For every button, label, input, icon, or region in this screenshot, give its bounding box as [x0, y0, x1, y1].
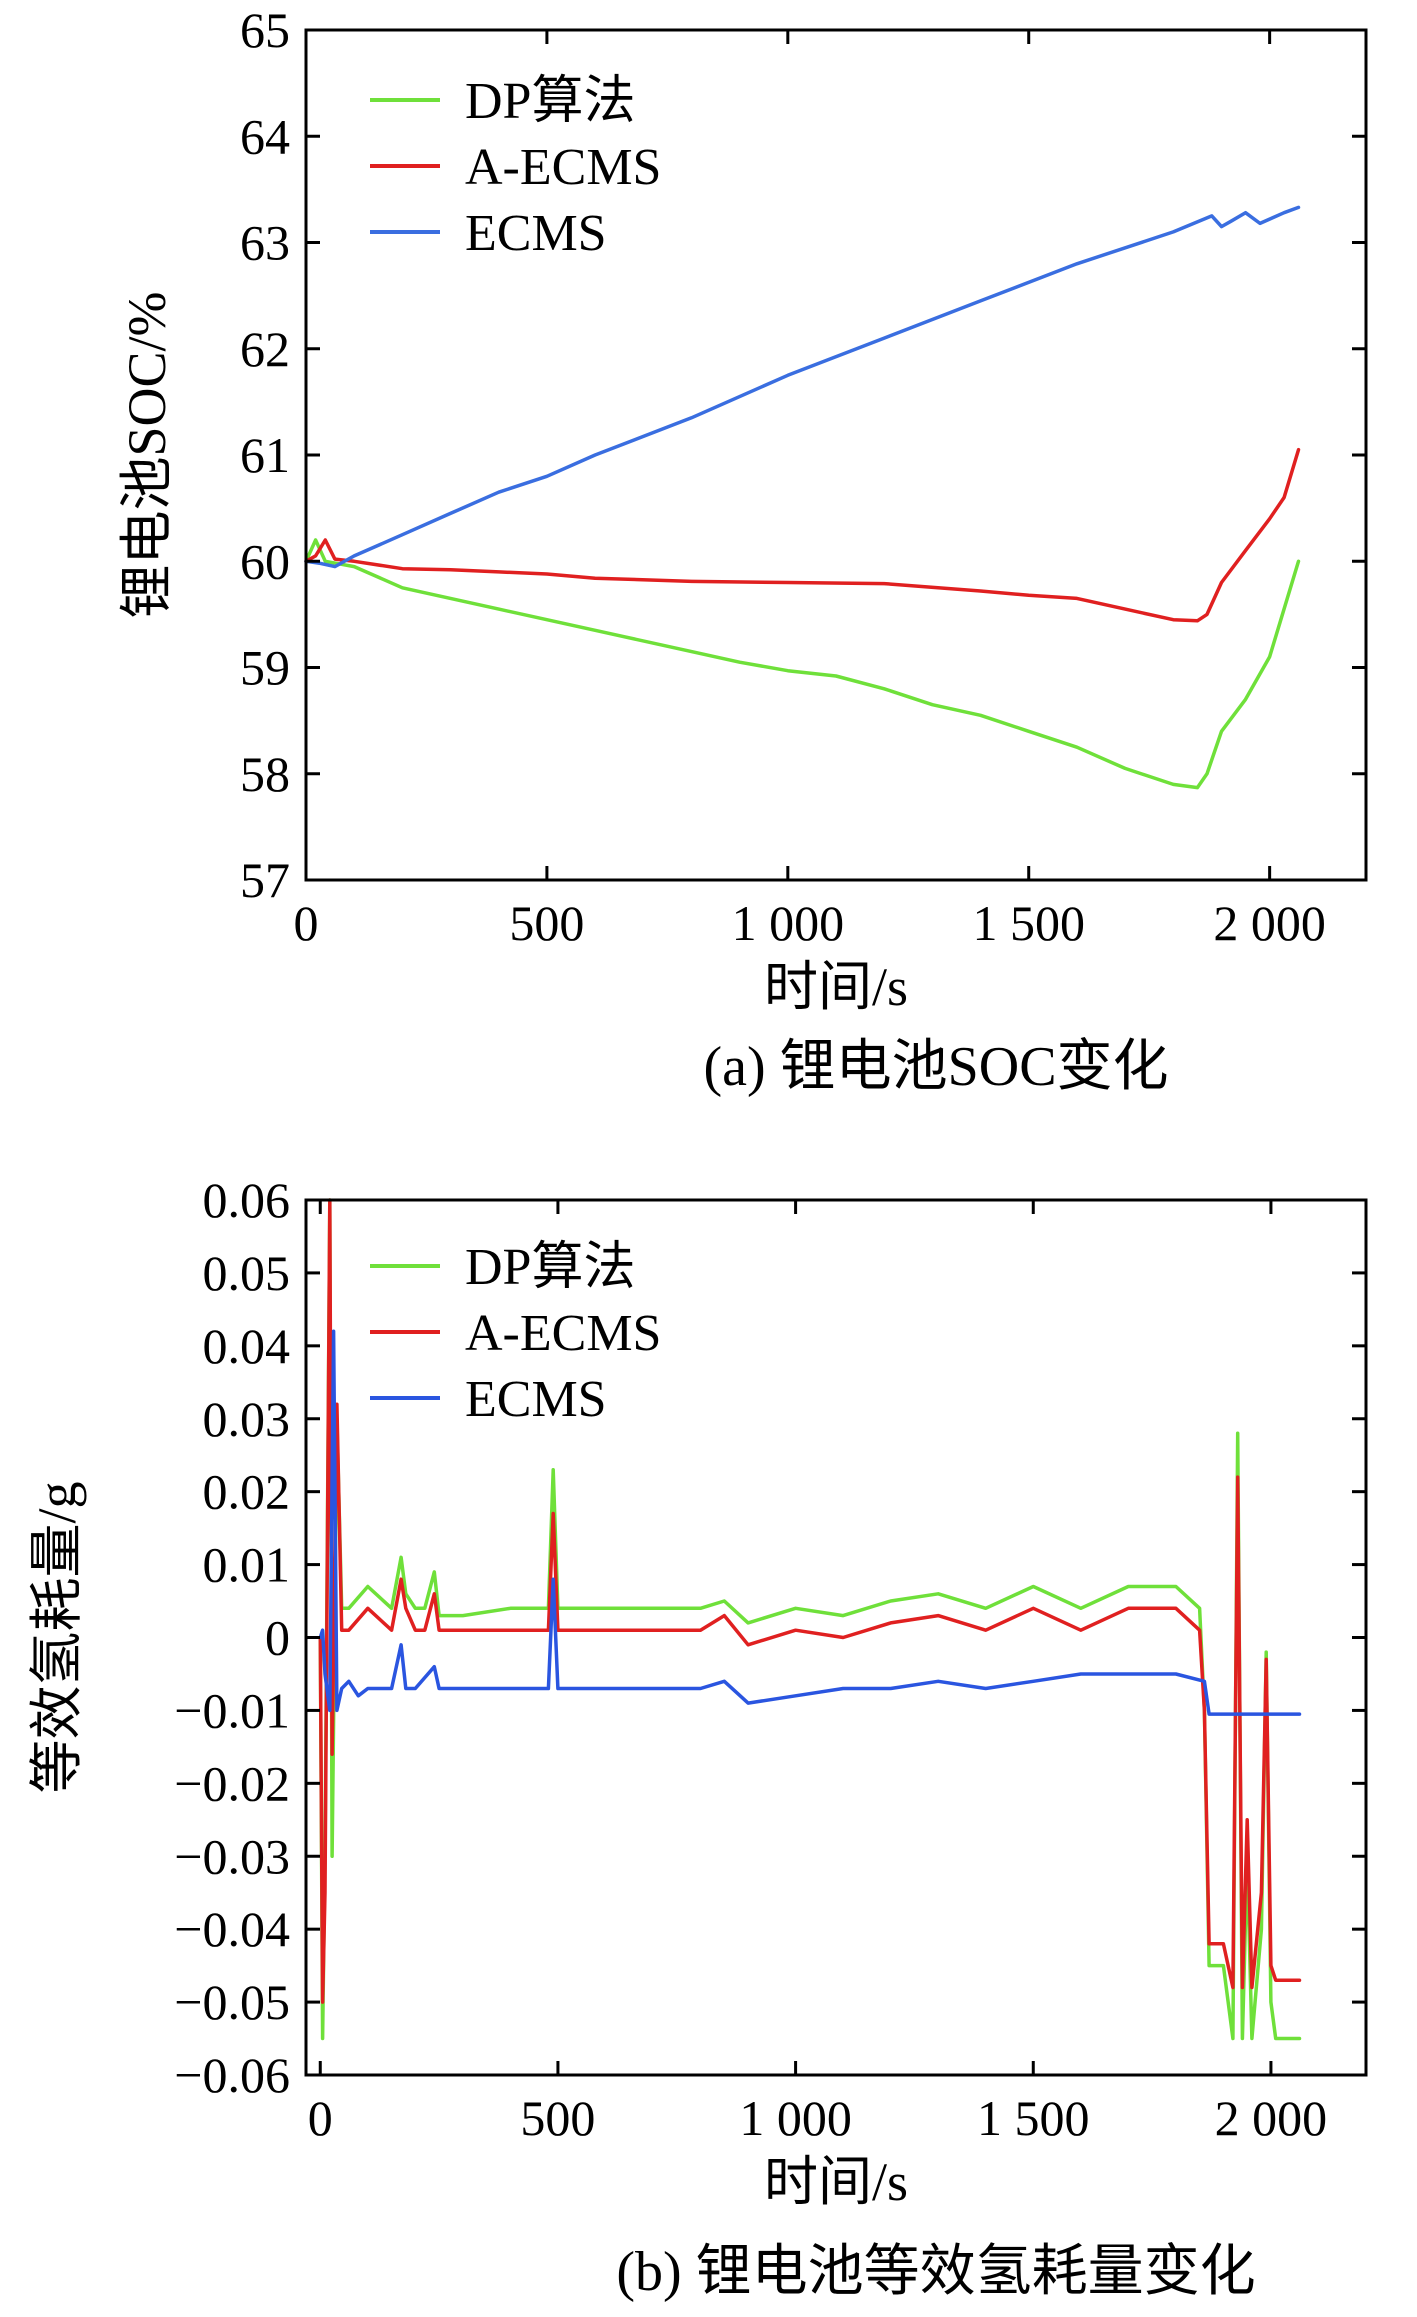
y-tick-label: −0.01: [174, 1682, 290, 1738]
x-tick-label: 2 000: [1213, 895, 1326, 951]
y-tick-label: 57: [240, 852, 290, 908]
chart-hydrogen-consumption: 0 500 1 000 1 500 2 000 −0.06 −0.05 −0.04 −0.03 −…: [27, 1172, 1368, 2303]
x-axis-label: 时间/s: [764, 957, 908, 1017]
y-axis-label: 锂电池SOC/%: [117, 291, 177, 618]
y-axis-label: 等效氢耗量/g: [27, 1481, 87, 1793]
x-tick-label: 500: [520, 2090, 595, 2146]
legend-label: ECMS: [465, 205, 607, 262]
series-line-1: [318, 1198, 1302, 2004]
x-tick-label: 500: [509, 895, 584, 951]
series-line-2: [318, 1329, 1302, 1716]
y-tick-label: 0.06: [203, 1172, 291, 1228]
y-tick-label: 61: [240, 427, 290, 483]
legend: DP算法 A-ECMS ECMS: [370, 1239, 661, 1428]
y-tick-label: 65: [240, 2, 290, 58]
y-tick-label: 0.03: [203, 1391, 291, 1447]
series-line-2: [304, 205, 1301, 569]
legend-label: DP算法: [465, 73, 635, 130]
legend-label: A-ECMS: [465, 1305, 661, 1362]
x-axis-label: 时间/s: [764, 2152, 908, 2212]
x-tick-label: 0: [308, 2090, 333, 2146]
y-tick-label: 0.01: [203, 1537, 291, 1593]
x-tick-label: 1 000: [732, 895, 845, 951]
series-line-1: [304, 447, 1301, 623]
x-tick-label: 1 000: [739, 2090, 852, 2146]
y-tick-label: 0.05: [203, 1245, 291, 1301]
y-tick-label: 0.02: [203, 1464, 291, 1520]
legend-label: A-ECMS: [465, 139, 661, 196]
y-tick-label: −0.05: [174, 1974, 290, 2030]
series-line-0: [318, 1198, 1302, 2041]
y-tick-label: −0.02: [174, 1755, 290, 1811]
y-tick-label: −0.06: [174, 2047, 290, 2103]
legend: DP算法 A-ECMS ECMS: [370, 73, 661, 262]
y-tick-label: 62: [240, 321, 290, 377]
x-tick-label: 1 500: [972, 895, 1085, 951]
legend-label: DP算法: [465, 1239, 635, 1296]
chart-soc: 0 500 1 000 1 500 2 000 57 58 59 60 61 62 63 64 65 时间…: [117, 2, 1368, 1098]
y-tick-label: −0.04: [174, 1901, 290, 1957]
caption: (b) 锂电池等效氢耗量变化: [616, 2241, 1255, 2303]
y-tick-label: −0.03: [174, 1828, 290, 1884]
caption: (a) 锂电池SOC变化: [703, 1036, 1168, 1098]
y-tick-label: 59: [240, 640, 290, 696]
y-tick-label: 0: [265, 1610, 290, 1666]
y-tick-label: 63: [240, 215, 290, 271]
y-tick-label: 60: [240, 533, 290, 589]
series-line-0: [304, 538, 1301, 790]
x-tick-label: 1 500: [977, 2090, 1090, 2146]
legend-label: ECMS: [465, 1371, 607, 1428]
x-tick-label: 2 000: [1215, 2090, 1328, 2146]
y-tick-label: 64: [240, 108, 290, 164]
y-tick-label: 0.04: [203, 1318, 291, 1374]
y-tick-label: 58: [240, 746, 290, 802]
x-tick-label: 0: [294, 895, 319, 951]
